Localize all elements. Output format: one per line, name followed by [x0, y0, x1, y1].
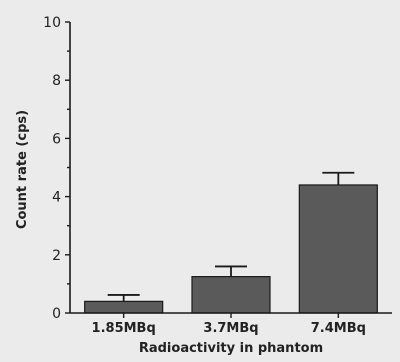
bar-0: [84, 300, 164, 314]
x-axis-tick-labels: 1.85MBq 3.7MBq 7.4MBq: [92, 313, 366, 336]
x-tick-label-1: 3.7MBq: [203, 321, 258, 336]
bar-2: [298, 184, 378, 314]
y-tick-label-5: 10: [43, 15, 61, 31]
y-tick-label-1: 2: [52, 248, 61, 264]
error-bars: [107, 171, 355, 302]
y-tick-label-2: 4: [52, 190, 61, 206]
x-tick-label-0: 1.85MBq: [92, 321, 156, 336]
y-axis-title: Count rate (cps): [15, 110, 30, 229]
y-tick-label-3: 6: [52, 131, 61, 147]
y-axis-ticks: 0 2 4 6 8 10: [43, 15, 70, 322]
y-tick-label-0: 0: [52, 306, 61, 322]
y-tick-label-4: 8: [52, 73, 61, 89]
bars: [84, 184, 378, 314]
x-axis-title: Radioactivity in phantom: [139, 341, 323, 356]
bar-1: [191, 276, 271, 314]
x-tick-label-2: 7.4MBq: [311, 321, 366, 336]
